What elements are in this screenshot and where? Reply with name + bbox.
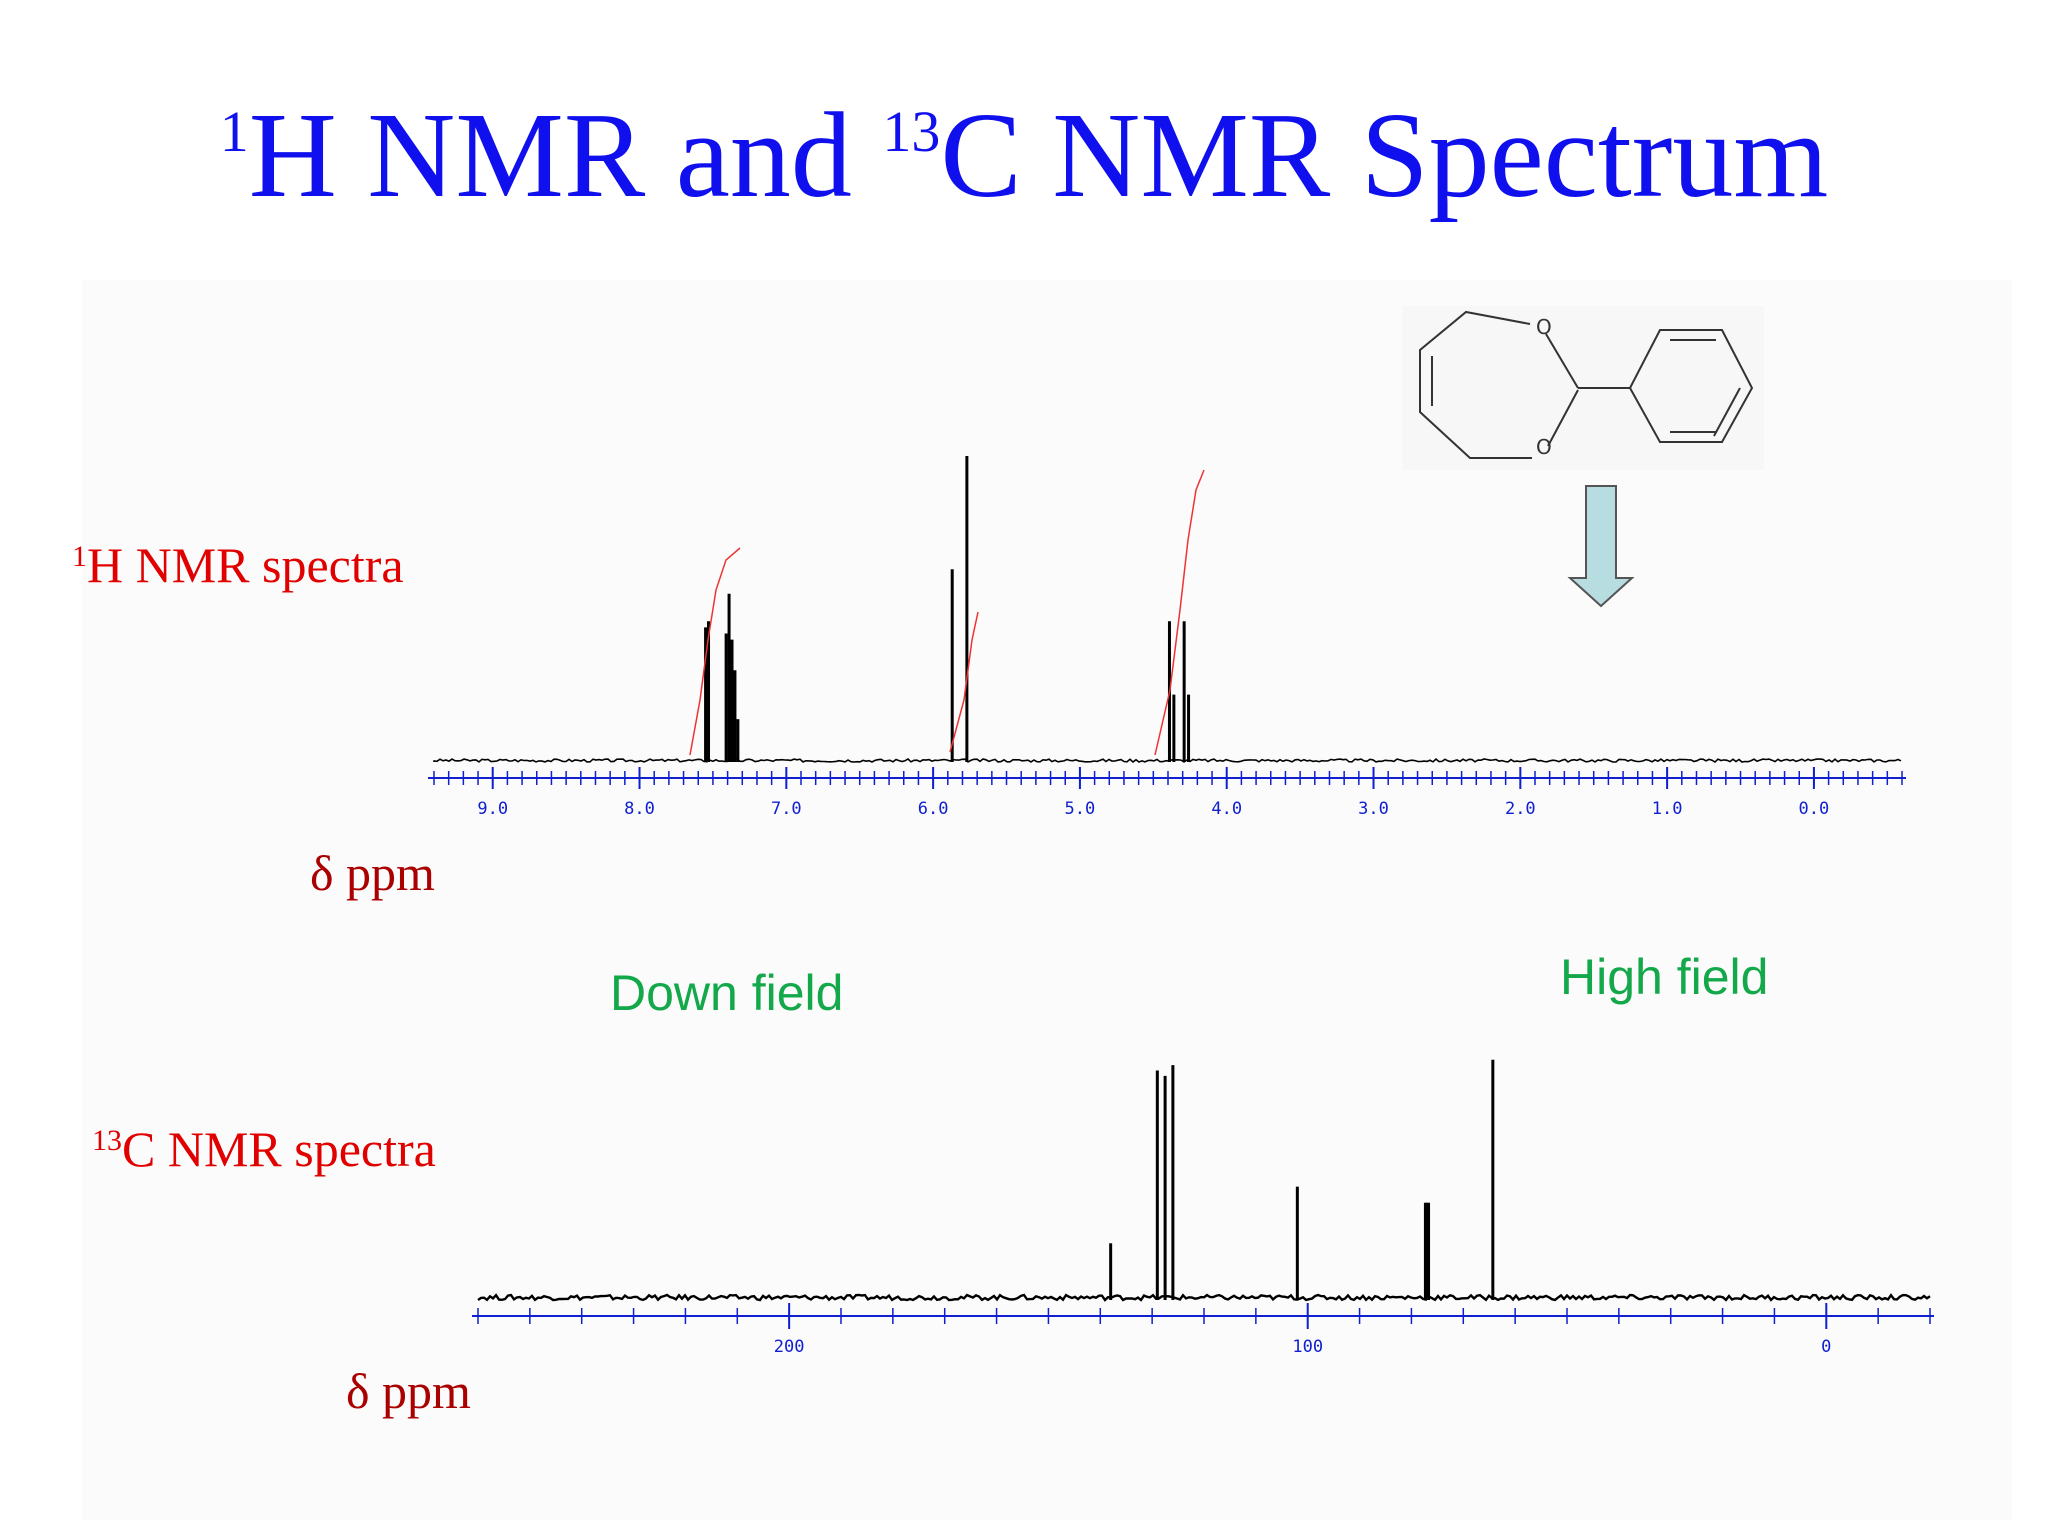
- x-tick-label: 100: [1292, 1337, 1323, 1357]
- spectrum-baseline: [433, 758, 1902, 764]
- x-tick-label: 7.0: [771, 799, 802, 819]
- c-nmr-spectrum: 200 100 0: [472, 1059, 1934, 1357]
- x-tick-label: 0: [1821, 1337, 1831, 1357]
- x-tick-label: 2.0: [1505, 799, 1536, 819]
- slide-title: 1H NMR and 13C NMR Spectrum: [219, 88, 1829, 223]
- integral-trace-0: [689, 547, 741, 756]
- x-tick-label: 4.0: [1211, 799, 1242, 819]
- h-axis-label: δ ppm: [310, 845, 435, 901]
- down-arrow-icon: [1567, 485, 1635, 608]
- x-tick-label: 5.0: [1065, 799, 1096, 819]
- c-axis-label: δ ppm: [346, 1363, 471, 1419]
- integral-trace-1: [949, 611, 979, 753]
- x-tick-label: 0.0: [1799, 799, 1830, 819]
- down-field-label: Down field: [610, 965, 844, 1021]
- high-field-label: High field: [1560, 949, 1769, 1005]
- h-nmr-label: 1H NMR spectra: [72, 537, 404, 593]
- molecule-structure-icon: O O: [1402, 306, 1764, 470]
- x-tick-label: 1.0: [1652, 799, 1683, 819]
- slide-background: [82, 280, 2012, 1520]
- x-tick-label: 8.0: [624, 799, 655, 819]
- c-nmr-label: 13C NMR spectra: [92, 1121, 436, 1177]
- x-tick-label: 6.0: [918, 799, 949, 819]
- integral-trace-2: [1154, 469, 1205, 756]
- x-tick-label: 3.0: [1358, 799, 1389, 819]
- x-tick-label: 9.0: [477, 799, 508, 819]
- svg-text:O: O: [1536, 435, 1552, 459]
- svg-text:O: O: [1536, 315, 1552, 339]
- h-nmr-spectrum: 9.0 8.0 7.0 6.0 5.0 4.0 3.0 2.0 1.0 0.0: [428, 456, 1906, 819]
- spectrum-baseline: [477, 1293, 1931, 1302]
- x-tick-label: 200: [774, 1337, 805, 1357]
